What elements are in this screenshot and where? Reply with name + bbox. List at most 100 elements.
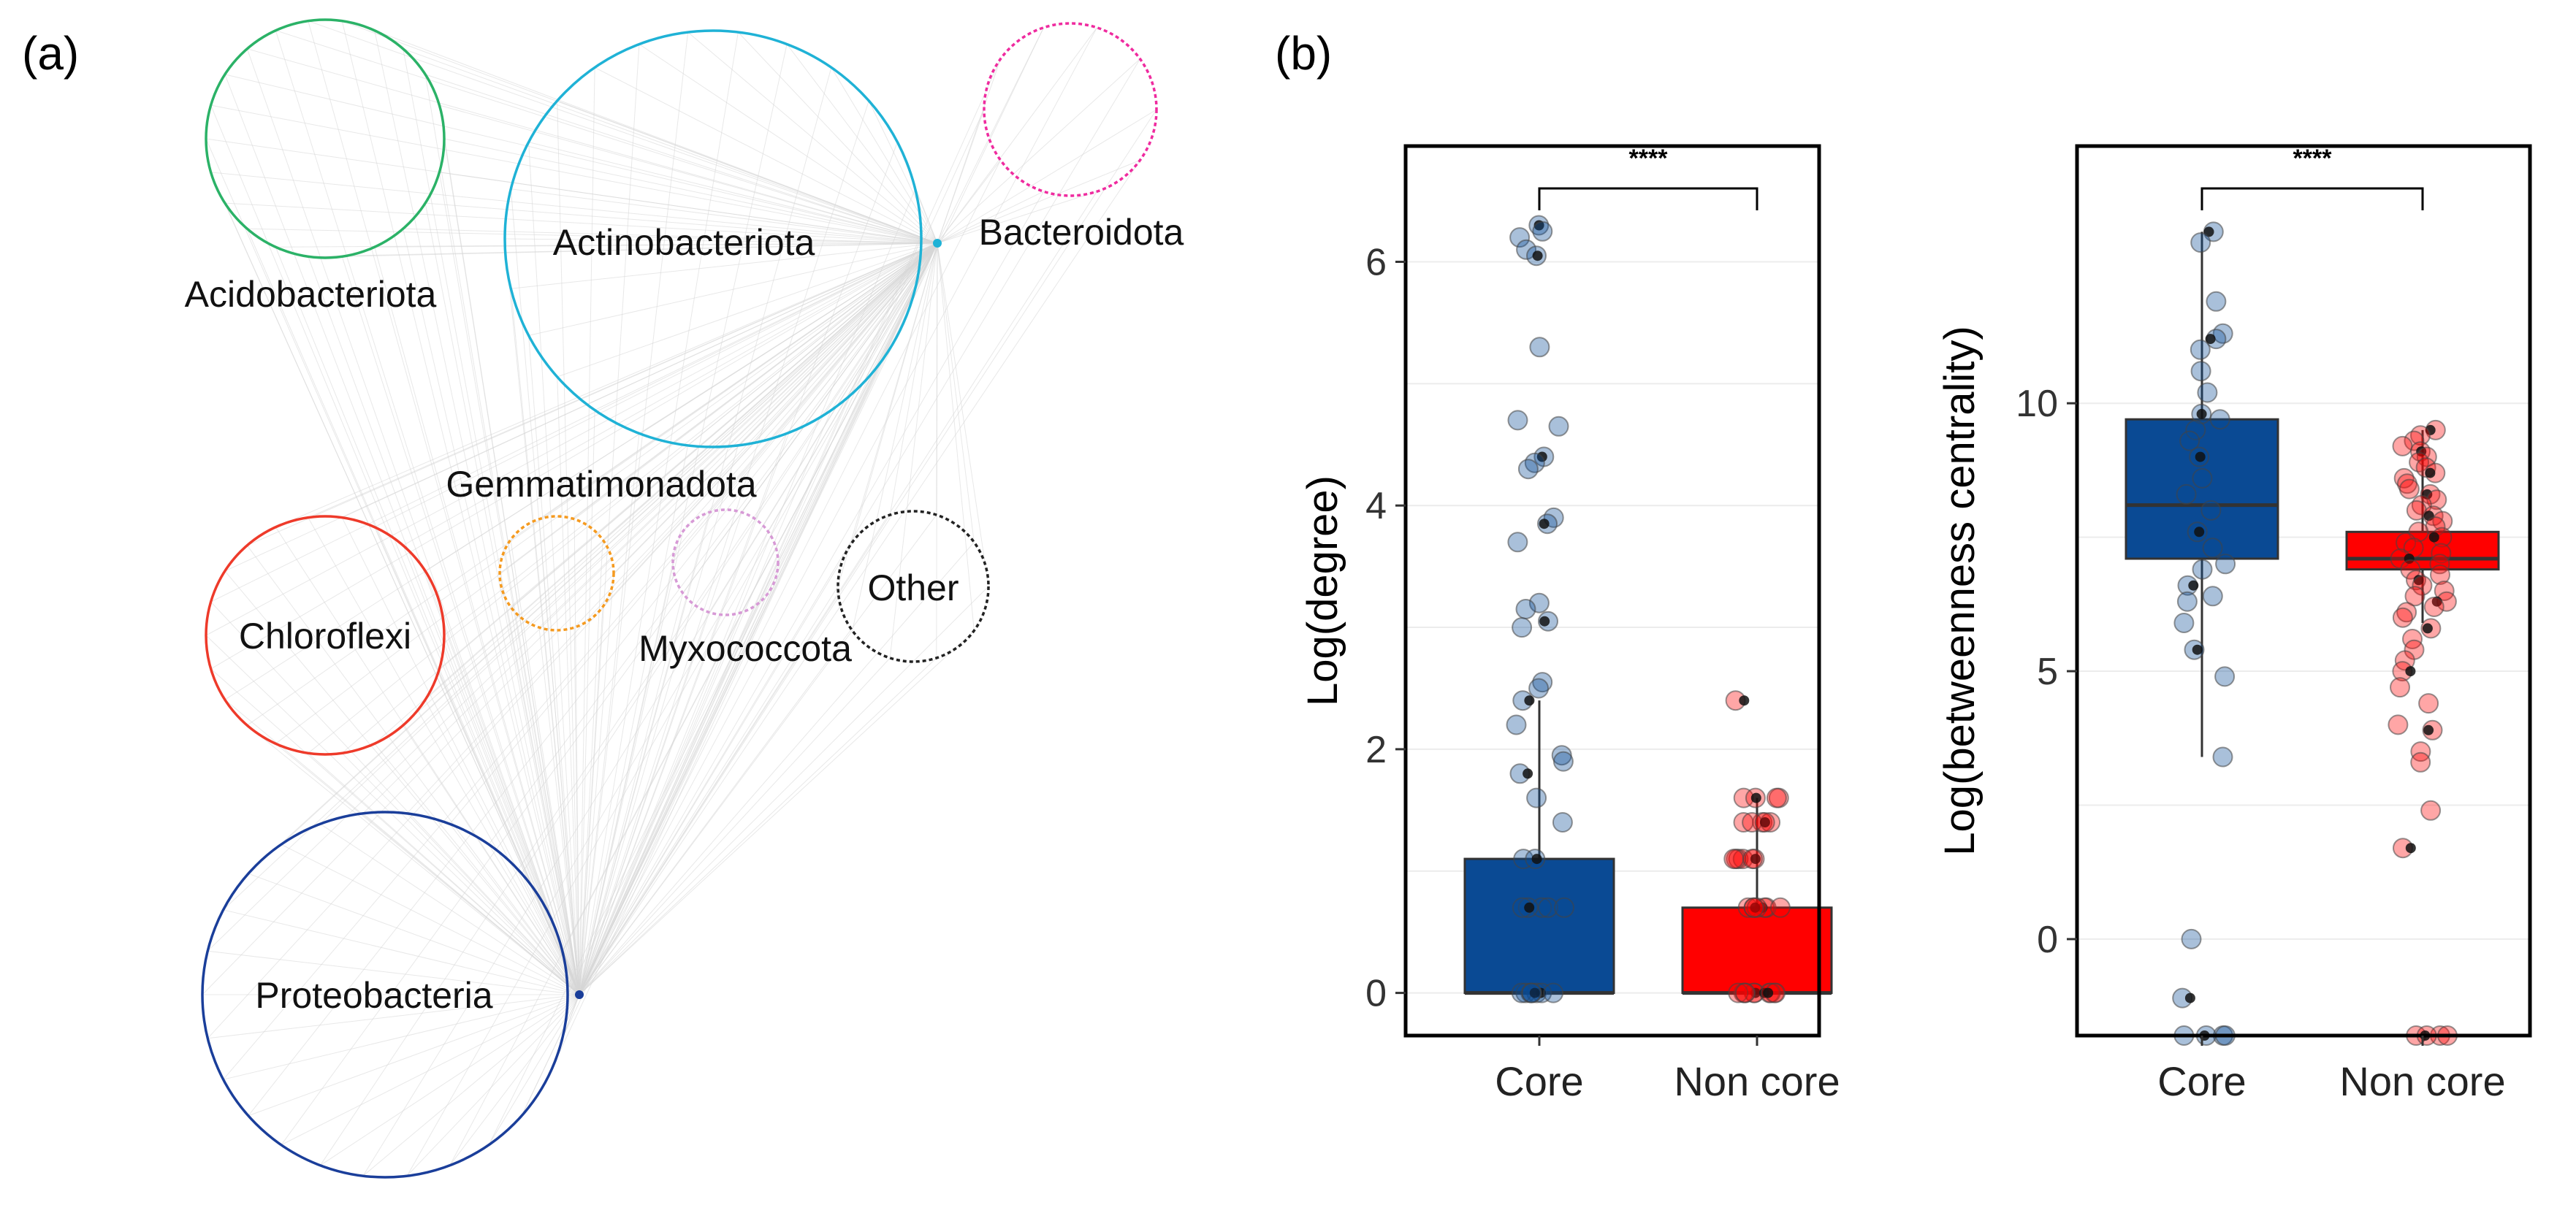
network-edge (224, 74, 580, 995)
plot1-significance-bracket (1538, 187, 1758, 210)
data-point-noncore (1754, 812, 1775, 833)
network-edge (579, 100, 869, 995)
network-edge (275, 242, 938, 528)
outlier-point (2425, 424, 2436, 435)
data-point-noncore (2426, 489, 2447, 510)
network-edge (362, 994, 580, 1177)
network-edge (579, 160, 1001, 995)
outlier-point (1523, 768, 1533, 779)
network-edge (438, 668, 580, 995)
network-edge (521, 873, 580, 995)
outlier-point (1539, 519, 1550, 529)
network-edge (320, 823, 580, 995)
network-edge (937, 109, 1157, 244)
y-tick-label: 10 (2016, 383, 2058, 425)
network-edge (511, 188, 938, 244)
network-edge (499, 573, 580, 995)
network-edge (488, 844, 580, 995)
network-edge (406, 994, 580, 1177)
data-point-core (2190, 232, 2211, 253)
network-edge (579, 58, 1001, 995)
outlier-point (1739, 695, 1750, 706)
data-point-core (1532, 672, 1553, 693)
network-edge (528, 142, 580, 995)
data-point-noncore (2390, 677, 2410, 698)
outlier-point (1532, 250, 1543, 261)
network-edge (579, 191, 1097, 995)
outlier-point (2422, 623, 2433, 634)
network-edge (308, 242, 938, 257)
network-edge (210, 242, 938, 670)
node-gemmatimonadota (498, 515, 615, 632)
data-point-core (1509, 227, 1531, 248)
label-acidobacteriota: Acidobacteriota (185, 274, 437, 315)
network-edge (424, 242, 938, 572)
node-proteobacteria (201, 811, 569, 1179)
data-point-core (1507, 410, 1528, 431)
node-other (837, 510, 990, 663)
network-edge (374, 743, 580, 995)
network-edge (425, 202, 938, 244)
network-edge (424, 699, 580, 995)
network-edge (210, 104, 938, 244)
network-edge (937, 58, 1140, 244)
y-tick-label: 6 (1365, 242, 1387, 284)
network-edge (937, 191, 1044, 244)
label-chloroflexi: Chloroflexi (239, 616, 411, 657)
outlier-point (1529, 987, 1540, 998)
network-edge (207, 994, 580, 1039)
outlier-point (2405, 843, 2416, 854)
network-edge (579, 593, 769, 995)
data-point-noncore (1769, 897, 1791, 918)
network-edge (223, 909, 580, 995)
network-edge (579, 445, 739, 995)
network-edge (579, 542, 975, 995)
data-point-core (1528, 678, 1550, 699)
data-point-noncore (2404, 430, 2425, 451)
label-gemmatimonadota: Gemmatimonadota (446, 464, 756, 505)
network-edge (579, 191, 1044, 995)
data-point-core (1512, 617, 1533, 638)
network-edge (639, 44, 938, 244)
network-edge (403, 48, 580, 995)
network-edge (868, 100, 938, 244)
data-point-core (2185, 419, 2206, 440)
network-edge (224, 74, 938, 244)
outlier-point (1759, 817, 1770, 827)
node-actinobacteriota (503, 29, 923, 448)
data-point-noncore (2404, 586, 2426, 607)
network-edge (579, 32, 689, 995)
outlier-point (1524, 902, 1535, 913)
network-edge (308, 20, 580, 995)
network-edge (308, 517, 580, 995)
network-edge (579, 630, 975, 995)
data-point-core (1548, 416, 1569, 437)
data-point-core (2197, 382, 2218, 403)
network-edge (579, 27, 1044, 995)
network-edge (579, 586, 989, 995)
network-edge (362, 813, 580, 995)
network-edge (510, 606, 580, 995)
outlier-point (2405, 666, 2416, 677)
data-point-noncore (2409, 451, 2430, 473)
network-edge (937, 242, 975, 543)
data-point-core (1515, 599, 1536, 619)
network-edge (403, 242, 938, 546)
data-point-noncore (2410, 741, 2431, 762)
plot2-y-axis-title: Log(betweenness centrality) (1936, 326, 1984, 855)
outlier-point (1750, 792, 1761, 803)
network-edge (488, 242, 938, 845)
outlier-point (1750, 854, 1761, 865)
network-edge (449, 823, 580, 995)
y-tick-label: 0 (2037, 919, 2058, 961)
data-point-noncore (2410, 751, 2431, 773)
network-edge (248, 873, 580, 995)
box-noncore (1681, 906, 1833, 995)
plot2-significance-bracket (2200, 187, 2424, 210)
plot1-y-ticks: 0 2 4 6 (1365, 242, 1758, 1046)
network-edge (573, 519, 580, 995)
plot2-y-ticks: 0 5 10 (2016, 383, 2424, 1046)
network-edge (557, 100, 938, 244)
network-edge (275, 247, 580, 995)
data-point-core (2202, 586, 2223, 607)
